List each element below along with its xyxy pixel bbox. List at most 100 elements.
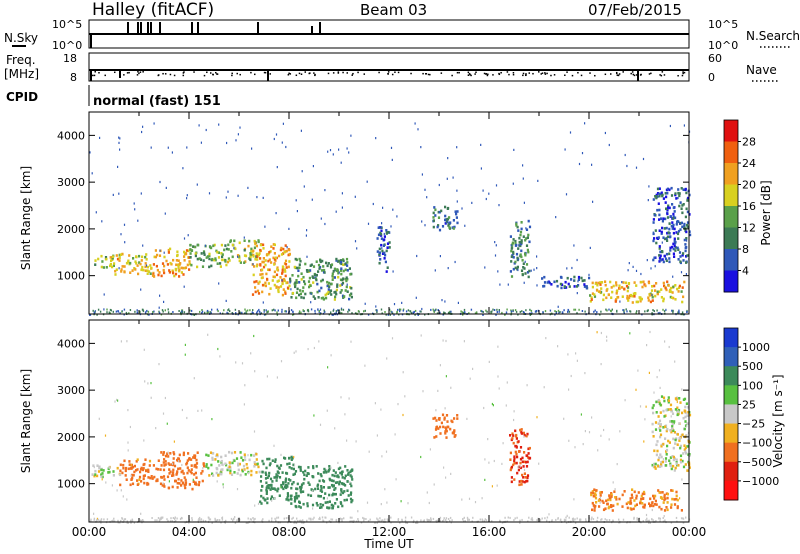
echo-noise — [281, 141, 283, 144]
echo-noise — [564, 148, 566, 151]
echo-cell — [378, 226, 381, 229]
echo-cell — [684, 410, 687, 413]
echo-cell — [182, 451, 185, 455]
echo-noise — [346, 283, 348, 286]
ground-scatter-cell — [221, 517, 223, 519]
echo-cell — [144, 458, 147, 461]
echo-cell — [686, 225, 689, 229]
echo-cell — [590, 296, 593, 299]
echo-noise — [391, 337, 394, 340]
nave-dot — [314, 74, 316, 77]
echo-noise — [186, 197, 188, 200]
echo-cell — [679, 201, 682, 204]
echo-cell — [653, 284, 656, 288]
echo-cell — [225, 247, 228, 251]
echo-cell — [677, 290, 680, 293]
echo-noise — [603, 428, 605, 432]
echo-cell — [527, 452, 530, 455]
ground-scatter-cell — [422, 520, 425, 523]
echo-cell — [144, 265, 147, 269]
echo-cell — [350, 295, 353, 299]
echo-cell — [676, 406, 679, 410]
ground-scatter-cell — [501, 521, 504, 524]
echo-cell — [522, 266, 525, 269]
echo-cell — [276, 280, 279, 283]
echo-cell — [524, 253, 527, 257]
colorbar-segment — [724, 328, 738, 348]
echo-cell — [228, 450, 231, 454]
echo-cell — [655, 453, 658, 457]
echo-cell — [340, 289, 343, 292]
echo-cell — [679, 401, 682, 404]
echo-cell — [341, 470, 344, 473]
echo-cell — [233, 459, 236, 463]
nave-dot — [269, 73, 272, 75]
echo-cell — [284, 270, 287, 273]
echo-cell — [280, 483, 283, 487]
echo-cell — [434, 428, 438, 431]
echo-cell — [268, 258, 271, 261]
ground-scatter-cell — [119, 312, 121, 315]
echo-cell — [337, 275, 340, 279]
echo-cell — [331, 274, 334, 278]
echo-cell — [277, 286, 280, 289]
echo-cell — [668, 260, 671, 264]
echo-cell — [517, 468, 520, 472]
echo-cell — [643, 506, 646, 509]
ground-scatter-cell — [112, 519, 114, 522]
echo-noise — [340, 161, 342, 164]
echo-cell — [668, 441, 671, 444]
echo-cell — [350, 500, 353, 504]
echo-cell — [656, 187, 660, 191]
echo-cell — [238, 255, 241, 258]
echo-cell — [174, 479, 177, 483]
echo-cell — [670, 467, 673, 471]
ground-scatter-cell — [680, 517, 683, 520]
echo-noise — [494, 254, 497, 257]
echo-cell — [509, 235, 512, 238]
echo-cell — [227, 466, 230, 470]
echo-cell — [510, 260, 513, 263]
echo-cell — [261, 260, 264, 264]
nave-tick-top: 60 — [708, 52, 722, 65]
echo-cell — [651, 285, 654, 288]
echo-noise — [422, 390, 424, 393]
echo-noise — [150, 382, 152, 385]
ground-scatter-cell — [414, 313, 416, 316]
echo-cell — [324, 469, 327, 472]
echo-cell — [180, 479, 183, 482]
echo-cell — [190, 471, 193, 475]
ground-scatter-cell — [230, 517, 233, 520]
echo-cell — [522, 476, 525, 479]
nave-dot — [677, 74, 679, 77]
echo-cell — [650, 289, 654, 292]
ground-scatter-cell — [206, 311, 208, 314]
ground-scatter-cell — [340, 308, 343, 311]
echo-cell — [121, 252, 124, 256]
echo-cell — [326, 264, 329, 268]
echo-cell — [184, 486, 187, 490]
echo-noise — [247, 186, 249, 189]
echo-cell — [683, 448, 686, 451]
echo-cell — [316, 484, 319, 488]
echo-noise — [522, 177, 524, 180]
nsearch-tick-top: 10^5 — [708, 18, 738, 31]
echo-cell — [181, 266, 185, 270]
echo-cell — [112, 474, 115, 477]
echo-cell — [648, 502, 651, 505]
nave-dot — [169, 73, 172, 76]
ground-scatter-cell — [642, 520, 644, 523]
echo-cell — [297, 494, 300, 498]
ground-scatter-cell — [284, 310, 286, 313]
echo-cell — [647, 281, 651, 285]
echo-cell — [614, 300, 617, 303]
ground-scatter-cell — [436, 312, 439, 315]
echo-cell — [264, 499, 267, 502]
echo-cell — [191, 487, 194, 491]
echo-noise — [101, 478, 103, 481]
echo-cell — [581, 279, 584, 283]
echo-cell — [253, 265, 256, 268]
echo-cell — [669, 246, 672, 250]
echo-cell — [678, 286, 681, 289]
echo-noise — [163, 300, 165, 303]
